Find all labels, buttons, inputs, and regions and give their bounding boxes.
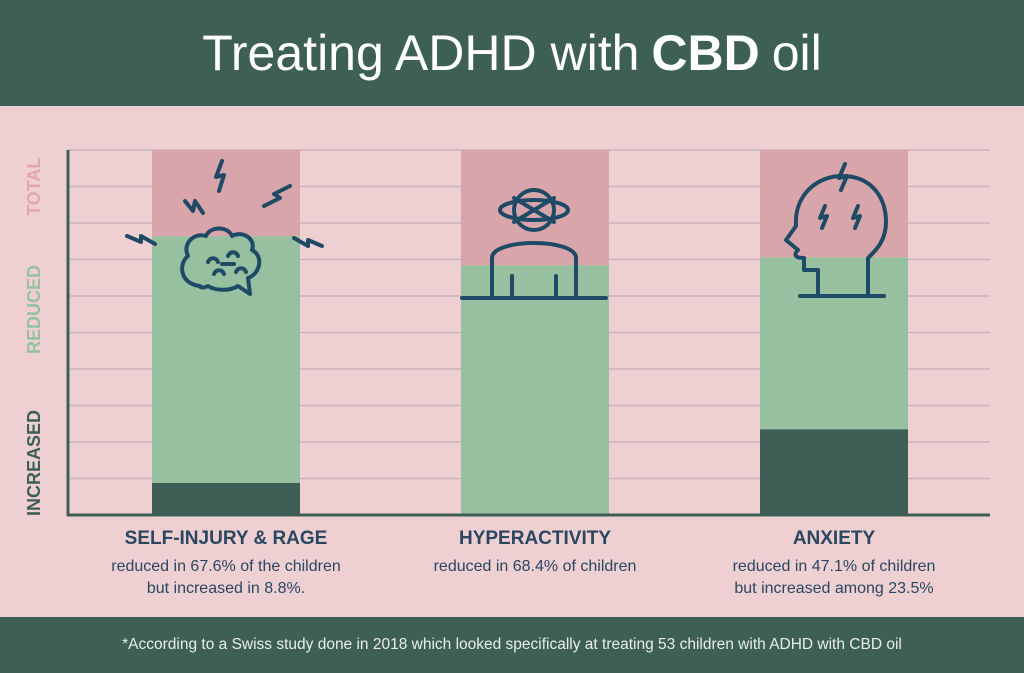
category-label: HYPERACTIVITY bbox=[458, 528, 612, 549]
category-description: reduced in 68.4% of children bbox=[433, 558, 637, 575]
bar-reduced-2 bbox=[461, 265, 609, 515]
bar-increased-1 bbox=[152, 482, 300, 515]
title-pre: Treating ADHD with bbox=[202, 25, 640, 81]
category-label: SELF-INJURY & RAGE bbox=[124, 528, 328, 549]
brain-lightning-icon bbox=[125, 159, 324, 296]
category-caption: SELF-INJURY & RAGE reduced in 67.6% of th… bbox=[76, 528, 376, 600]
person-dizzy-icon bbox=[460, 188, 608, 300]
bar-total-3 bbox=[760, 150, 908, 258]
title-post: oil bbox=[771, 25, 822, 81]
category-label: ANXIETY bbox=[792, 528, 876, 549]
category-caption: ANXIETY reduced in 47.1% of children but i… bbox=[684, 528, 984, 600]
category-description: reduced in 67.6% of the children bbox=[111, 558, 341, 575]
legend-reduced: REDUCED bbox=[24, 265, 44, 354]
category-caption: HYPERACTIVITY reduced in 68.4% of childre… bbox=[385, 528, 685, 578]
head-lightning-icon bbox=[784, 162, 888, 298]
legend-increased: INCREASED bbox=[24, 410, 44, 516]
bar-increased-3 bbox=[760, 429, 908, 515]
bar-reduced-1 bbox=[152, 236, 300, 483]
footer-note: *According to a Swiss study done in 2018… bbox=[0, 617, 1024, 673]
title-bold: CBD bbox=[651, 25, 760, 81]
category-description: reduced in 47.1% of children bbox=[732, 558, 936, 575]
legend-total: TOTAL bbox=[24, 158, 44, 216]
stacked-bar-chart: INCREASED REDUCED TOTAL bbox=[24, 149, 990, 517]
category-description: but increased in 8.8%. bbox=[146, 580, 306, 597]
bar-reduced-3 bbox=[760, 257, 908, 430]
category-description: but increased among 23.5% bbox=[734, 580, 934, 597]
header: Treating ADHD with CBD oil bbox=[0, 0, 1024, 106]
